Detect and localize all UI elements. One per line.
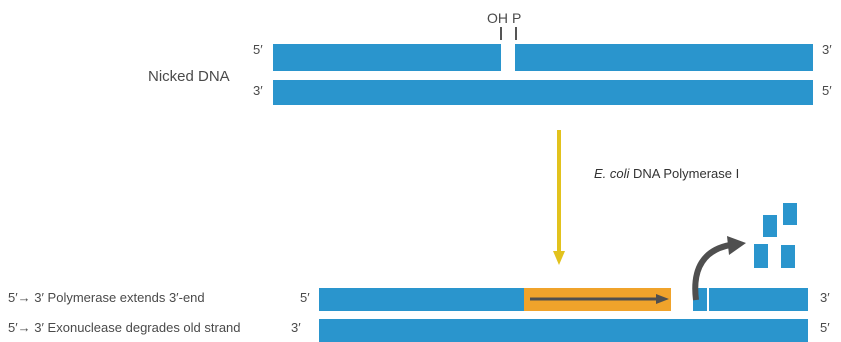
exonuclease-release-arrow — [692, 236, 746, 301]
enzyme-name-italic: E. coli — [594, 166, 630, 181]
bottom-strand2-right-end: 5′ — [820, 320, 830, 335]
p-label: P — [512, 10, 522, 26]
released-nucleotide-2 — [783, 203, 797, 225]
process-arrow — [553, 130, 565, 265]
template-strand-bottom — [319, 319, 808, 342]
extended-strand-right — [709, 288, 808, 311]
nicked-dna-label: Nicked DNA — [148, 68, 230, 85]
released-nucleotide-4 — [781, 245, 795, 268]
enzyme-label: E. coli DNA Polymerase I — [594, 166, 739, 182]
extended-strand-left — [319, 288, 524, 311]
top-strand1-left-end: 5′ — [253, 42, 263, 57]
nicked-strand-left-segment — [273, 44, 501, 71]
bottom-strand2-left-end: 3′ — [291, 320, 301, 335]
polymerase-extension-arrow — [530, 294, 669, 304]
exonuclease-row-label: 5′→ 3′ Exonuclease degrades old strand — [8, 320, 241, 335]
p-tick — [515, 27, 517, 40]
top-strand2-right-end: 5′ — [822, 83, 832, 98]
polymerase-row-label: 5′→ 3′ Polymerase extends 3′-end — [8, 290, 205, 305]
bottom-strand1-left-end: 5′ — [300, 290, 310, 305]
released-nucleotide-1 — [763, 215, 777, 237]
oh-label: OH — [487, 10, 508, 26]
nicked-strand-right-segment — [515, 44, 813, 71]
released-nucleotide-3 — [754, 244, 768, 268]
top-strand1-right-end: 3′ — [822, 42, 832, 57]
oh-tick — [500, 27, 502, 40]
bottom-strand1-right-end: 3′ — [820, 290, 830, 305]
enzyme-name-rest: DNA Polymerase I — [629, 166, 740, 181]
top-strand2-left-end: 3′ — [253, 83, 263, 98]
template-strand-top — [273, 80, 813, 105]
